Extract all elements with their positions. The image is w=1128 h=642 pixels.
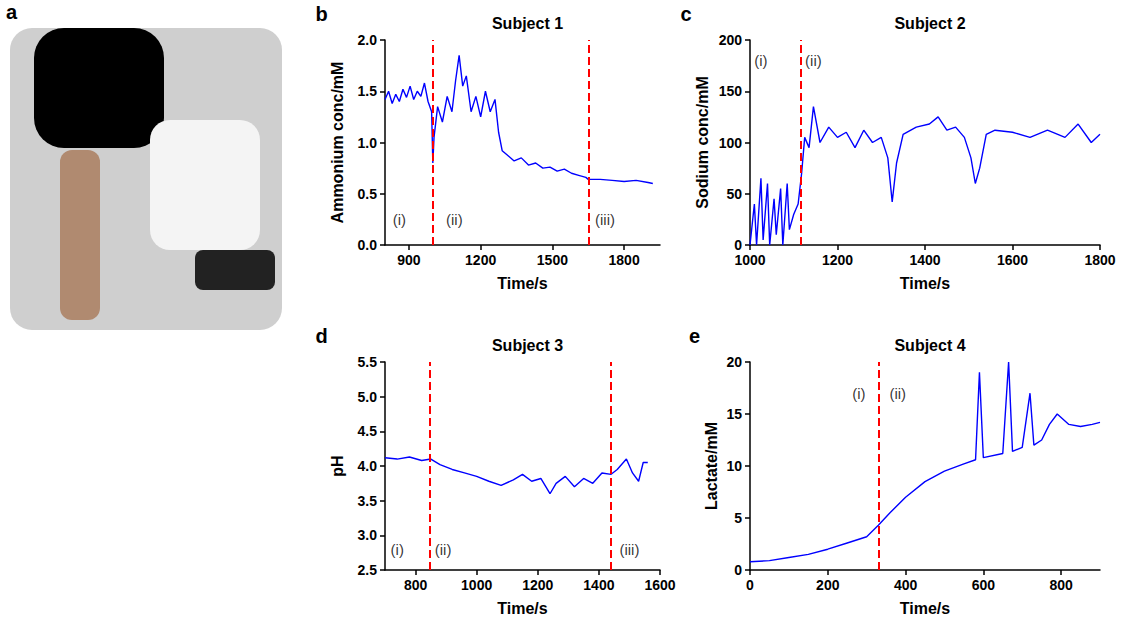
svg-text:800: 800 <box>404 577 428 593</box>
svg-text:4.0: 4.0 <box>358 458 378 474</box>
svg-text:(ii): (ii) <box>805 52 822 69</box>
svg-text:Lactate/mM: Lactate/mM <box>703 422 720 510</box>
svg-text:5.5: 5.5 <box>358 354 378 370</box>
svg-text:0: 0 <box>734 562 742 578</box>
svg-text:Sodium conc/mM: Sodium conc/mM <box>694 76 711 208</box>
svg-text:Time/s: Time/s <box>900 600 951 617</box>
svg-text:3.0: 3.0 <box>358 527 378 543</box>
svg-text:1000: 1000 <box>461 577 492 593</box>
svg-text:1.5: 1.5 <box>358 83 378 99</box>
svg-text:1000: 1000 <box>734 252 765 268</box>
svg-text:3.5: 3.5 <box>358 493 378 509</box>
svg-text:Time/s: Time/s <box>497 275 548 292</box>
svg-text:Subject 2: Subject 2 <box>894 15 965 32</box>
svg-text:0: 0 <box>746 577 754 593</box>
svg-text:1500: 1500 <box>537 252 568 268</box>
svg-text:2.5: 2.5 <box>358 562 378 578</box>
svg-text:e: e <box>689 325 700 347</box>
svg-text:1400: 1400 <box>583 577 614 593</box>
svg-text:600: 600 <box>972 577 996 593</box>
svg-text:(i): (i) <box>393 211 406 228</box>
svg-text:1600: 1600 <box>644 577 675 593</box>
svg-text:800: 800 <box>1049 577 1073 593</box>
svg-text:c: c <box>681 3 692 25</box>
svg-text:200: 200 <box>816 577 840 593</box>
svg-text:0.0: 0.0 <box>358 237 378 253</box>
svg-text:100: 100 <box>719 135 743 151</box>
svg-text:1200: 1200 <box>465 252 496 268</box>
svg-text:1800: 1800 <box>1084 252 1115 268</box>
svg-text:150: 150 <box>719 83 743 99</box>
svg-text:0.5: 0.5 <box>358 186 378 202</box>
svg-text:(i): (i) <box>391 541 404 558</box>
svg-text:2.0: 2.0 <box>358 32 378 48</box>
svg-text:(ii): (ii) <box>446 211 463 228</box>
svg-text:1200: 1200 <box>522 577 553 593</box>
svg-text:Subject 1: Subject 1 <box>492 15 563 32</box>
svg-text:Subject 4: Subject 4 <box>894 337 965 354</box>
svg-text:15: 15 <box>726 406 742 422</box>
svg-text:10: 10 <box>726 458 742 474</box>
svg-text:(ii): (ii) <box>435 541 452 558</box>
svg-text:1400: 1400 <box>909 252 940 268</box>
svg-text:1800: 1800 <box>609 252 640 268</box>
svg-text:50: 50 <box>726 186 742 202</box>
svg-text:0: 0 <box>734 237 742 253</box>
svg-text:(ii): (ii) <box>889 385 906 402</box>
svg-text:900: 900 <box>397 252 421 268</box>
svg-text:a: a <box>6 1 18 23</box>
svg-text:Time/s: Time/s <box>497 600 548 617</box>
svg-text:pH: pH <box>329 455 346 476</box>
svg-text:(i): (i) <box>852 385 865 402</box>
svg-text:(i): (i) <box>754 52 767 69</box>
svg-text:(iii): (iii) <box>619 541 639 558</box>
svg-text:b: b <box>316 3 328 25</box>
svg-text:400: 400 <box>894 577 918 593</box>
svg-text:d: d <box>316 325 328 347</box>
svg-text:200: 200 <box>719 32 743 48</box>
svg-text:20: 20 <box>726 354 742 370</box>
svg-text:1600: 1600 <box>997 252 1028 268</box>
svg-text:4.5: 4.5 <box>358 423 378 439</box>
svg-text:5.0: 5.0 <box>358 389 378 405</box>
svg-text:Subject 3: Subject 3 <box>492 337 563 354</box>
svg-text:1.0: 1.0 <box>358 135 378 151</box>
svg-text:Time/s: Time/s <box>900 275 951 292</box>
svg-text:5: 5 <box>734 510 742 526</box>
svg-text:(iii): (iii) <box>595 211 615 228</box>
svg-text:Ammonium conc/mM: Ammonium conc/mM <box>329 62 346 224</box>
svg-text:1200: 1200 <box>822 252 853 268</box>
